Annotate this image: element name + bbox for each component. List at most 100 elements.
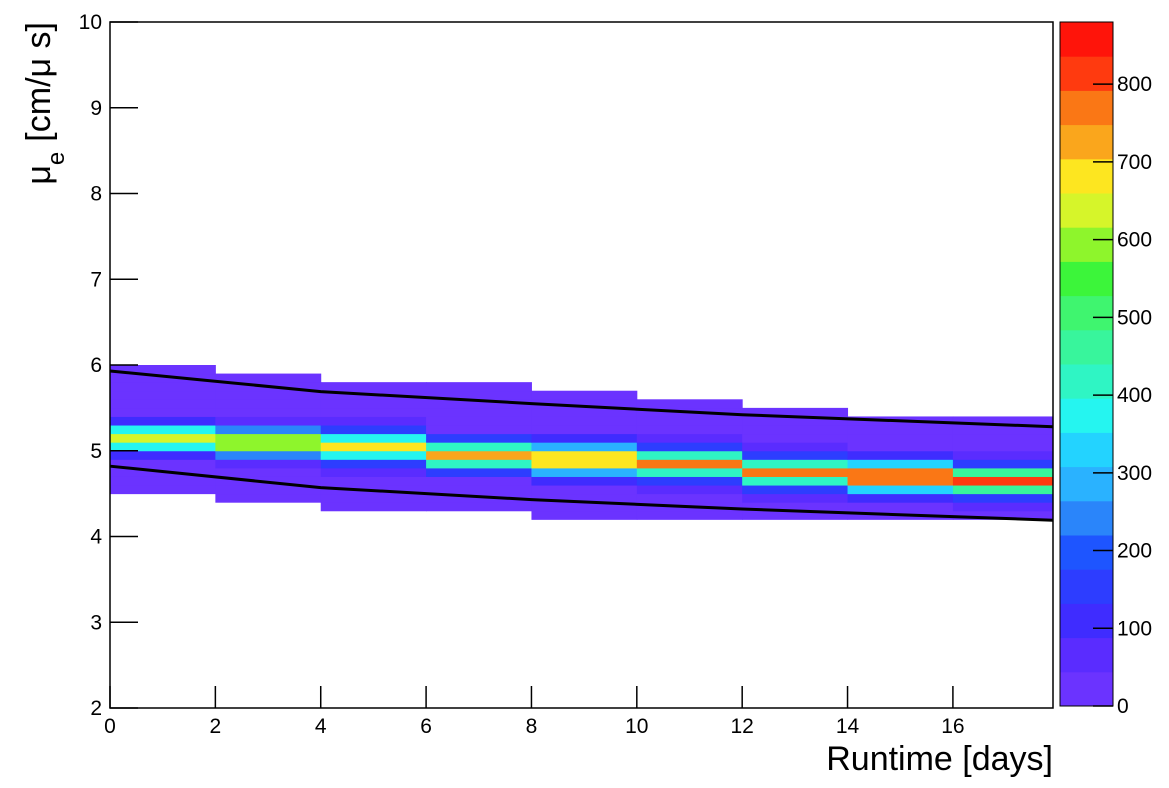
heatmap-cell xyxy=(636,476,743,486)
heatmap-cell xyxy=(215,459,322,469)
colorbar-tick-label: 200 xyxy=(1117,540,1152,563)
heatmap-cell xyxy=(742,407,849,417)
heatmap-cell xyxy=(531,459,638,469)
heatmap-cell xyxy=(952,476,1054,486)
heatmap-cell xyxy=(952,493,1054,503)
heatmap-cell xyxy=(110,382,216,392)
y-tick-label: 2 xyxy=(90,697,102,720)
heatmap-cell xyxy=(952,467,1054,477)
heatmap-cell xyxy=(426,382,532,392)
heatmap-cell xyxy=(110,365,216,375)
x-tick-label: 8 xyxy=(526,715,538,738)
colorbar-tick-label: 300 xyxy=(1117,462,1152,485)
heatmap-cell xyxy=(636,459,743,469)
heatmap-cell xyxy=(636,425,743,435)
colorbar-band xyxy=(1060,261,1113,297)
colorbar-band xyxy=(1060,22,1113,57)
heatmap-cell xyxy=(847,425,954,435)
heatmap-cell xyxy=(531,425,638,435)
heatmap-cell xyxy=(426,442,532,452)
heatmap-cell xyxy=(215,433,322,443)
heatmap-cell xyxy=(742,510,849,520)
colorbar-band xyxy=(1060,637,1113,673)
heatmap-cell xyxy=(636,450,743,460)
y-tick-label: 7 xyxy=(90,268,102,291)
heatmap-cell xyxy=(215,467,322,477)
heatmap-cell xyxy=(110,442,216,452)
colorbar-frame xyxy=(1059,21,1114,707)
colorbar-band xyxy=(1060,500,1113,536)
heatmap-cell xyxy=(320,467,427,477)
heatmap-cell xyxy=(952,450,1054,460)
fit-curve xyxy=(109,464,1054,522)
heatmap-cell xyxy=(320,382,427,392)
curves xyxy=(109,369,1054,522)
heatmap-cell xyxy=(742,502,849,512)
heatmap-cell xyxy=(952,459,1054,469)
heatmap-cell xyxy=(636,510,743,520)
heatmap-cell xyxy=(426,467,532,477)
heatmap-cell xyxy=(110,416,216,426)
heatmap-cell xyxy=(426,399,532,409)
heatmap-cell xyxy=(426,390,532,400)
colorbar-band xyxy=(1060,124,1113,160)
colorbar-band xyxy=(1060,398,1113,433)
colorbar-tick-label: 700 xyxy=(1117,151,1152,174)
colorbar-band xyxy=(1060,329,1113,365)
colorbar-band xyxy=(1060,56,1113,91)
heatmap-cell xyxy=(426,425,532,435)
colorbar-tick-label: 600 xyxy=(1117,229,1152,252)
colorbar-band xyxy=(1060,569,1113,604)
heatmap-cell xyxy=(215,425,322,435)
x-tick-label: 16 xyxy=(941,715,964,738)
heatmap-cell xyxy=(952,510,1054,520)
heatmap-cell xyxy=(320,493,427,503)
heatmap-cell xyxy=(215,485,322,495)
colorbar-band xyxy=(1060,90,1113,126)
heatmap-cell xyxy=(847,502,954,512)
heatmap-cell xyxy=(215,442,322,452)
heatmap-cell xyxy=(531,467,638,477)
heatmap-cell xyxy=(636,433,743,443)
heatmap-cell xyxy=(320,425,427,435)
colorbar-band xyxy=(1060,193,1113,228)
y-title-unit: [cm/μ s] xyxy=(20,22,58,142)
y-axis-title: μe [cm/μ s] xyxy=(20,22,70,185)
heatmap-cell xyxy=(110,485,216,495)
heatmap-cell xyxy=(636,467,743,477)
heatmap-cell xyxy=(847,433,954,443)
colorbar-band xyxy=(1060,535,1113,570)
colorbar-band xyxy=(1060,364,1113,399)
heatmap-cell xyxy=(320,433,427,443)
heatmap-cell xyxy=(847,450,954,460)
heatmap-cell xyxy=(320,450,427,460)
colorbar-band xyxy=(1060,227,1113,262)
heatmap-cell xyxy=(847,442,954,452)
x-tick-label: 14 xyxy=(836,715,860,738)
heatmap-cell xyxy=(742,416,849,426)
heatmap-cell xyxy=(531,399,638,409)
heatmap-cell xyxy=(426,493,532,503)
heatmap-cell xyxy=(742,433,849,443)
heatmap-cell xyxy=(110,390,216,400)
heatmap-cell xyxy=(110,450,216,460)
heatmap-cell xyxy=(215,390,322,400)
heatmap-cell xyxy=(742,493,849,503)
heatmap-cell xyxy=(531,502,638,512)
heatmap-cell xyxy=(742,467,849,477)
heatmap-cell xyxy=(847,493,954,503)
heatmap-cell xyxy=(215,407,322,417)
heatmap-cell xyxy=(320,476,427,486)
heatmap-cell xyxy=(215,399,322,409)
y-tick-label: 4 xyxy=(90,526,102,549)
colorbar-tick-label: 100 xyxy=(1117,617,1152,640)
heatmap-cell xyxy=(426,416,532,426)
heatmap-cell xyxy=(531,416,638,426)
y-tick-label: 5 xyxy=(90,440,102,463)
fit-curve xyxy=(109,369,1054,429)
heatmap-cell xyxy=(847,476,954,486)
heatmap-cell xyxy=(110,459,216,469)
heatmap-cell xyxy=(531,407,638,417)
y-tick-label: 9 xyxy=(90,97,102,120)
